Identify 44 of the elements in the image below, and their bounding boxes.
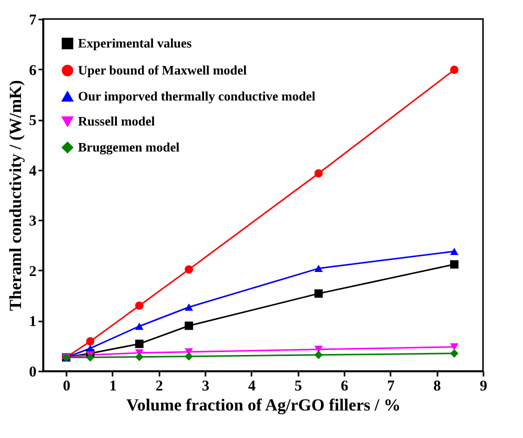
x-tick-label: 1 <box>109 378 117 394</box>
x-tick-label: 5 <box>294 378 302 394</box>
legend-label: Uper bound of Maxwell model <box>78 62 248 78</box>
x-axis-title: Volume fraction of Ag/rGO fillers / % <box>126 396 401 414</box>
y-tick-label: 3 <box>29 214 36 230</box>
y-tick-label: 0 <box>29 364 36 380</box>
point <box>184 304 194 311</box>
legend-label: Our imporved thermally conductive model <box>78 88 316 104</box>
x-tick-label: 7 <box>387 378 396 394</box>
y-axis-title: Theraml conductivity / (W/mK) <box>6 80 25 311</box>
point <box>450 248 458 255</box>
point <box>135 340 144 348</box>
y-tick-label: 7 <box>29 12 37 28</box>
point <box>450 260 458 269</box>
point <box>314 289 323 298</box>
y-tick-label: 6 <box>29 62 37 79</box>
point <box>86 337 94 346</box>
point <box>450 66 458 74</box>
x-tick-label: 8 <box>433 378 441 394</box>
point <box>450 343 458 350</box>
x-tick-label: 2 <box>156 378 164 394</box>
point <box>184 265 194 274</box>
x-tick-label: 3 <box>202 378 210 394</box>
x-tick-label: 4 <box>248 378 256 394</box>
point <box>135 352 144 362</box>
point <box>135 301 144 310</box>
point <box>86 353 94 362</box>
legend-label: Experimental values <box>78 36 192 50</box>
point <box>314 350 323 360</box>
point <box>450 349 458 358</box>
x-tick-label: 9 <box>480 378 488 394</box>
point <box>184 322 194 330</box>
x-tick-label: 6 <box>340 378 349 394</box>
point <box>314 264 323 272</box>
legend-label: Russell model <box>78 114 156 128</box>
point <box>135 322 144 330</box>
x-tick-label: 0 <box>62 378 70 394</box>
y-tick-label: 1 <box>29 314 36 330</box>
y-tick-label: 5 <box>29 113 36 130</box>
point <box>184 352 194 361</box>
y-tick-label: 4 <box>29 163 37 180</box>
point <box>314 169 323 178</box>
y-tick-label: 2 <box>29 264 36 280</box>
legend-label: Bruggemen model <box>78 140 180 154</box>
